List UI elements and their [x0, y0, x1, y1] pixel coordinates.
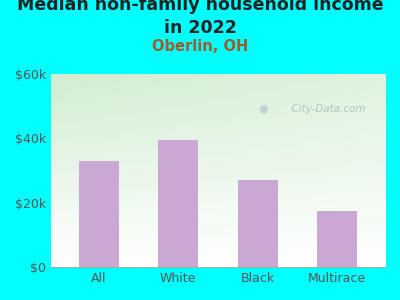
Bar: [318, 211, 357, 267]
Bar: [238, 180, 278, 267]
Text: Median non-family household income
in 2022: Median non-family household income in 20…: [17, 0, 383, 37]
Text: City-Data.com: City-Data.com: [285, 104, 366, 114]
Text: ●: ●: [258, 104, 268, 114]
Text: Oberlin, OH: Oberlin, OH: [152, 39, 248, 54]
Bar: [79, 161, 118, 267]
Bar: [158, 140, 198, 267]
